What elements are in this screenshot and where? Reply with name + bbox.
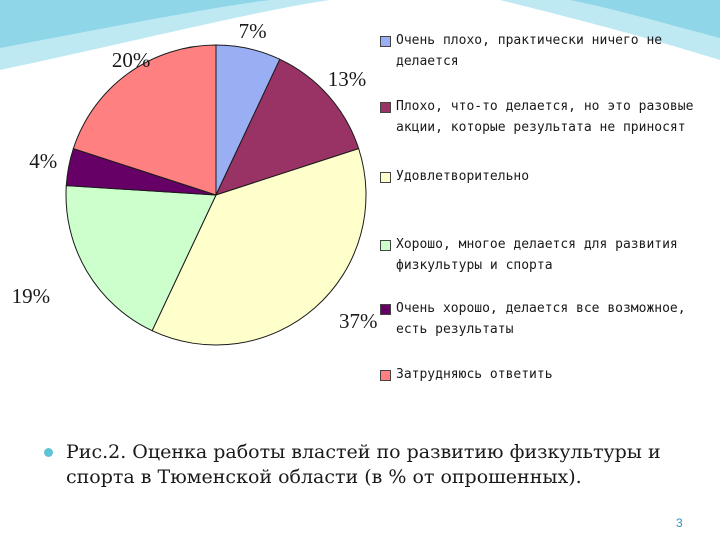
legend-label: Плохо, что-то делается, но это разовые а… xyxy=(396,99,694,135)
legend-swatch xyxy=(380,36,391,47)
legend-swatch xyxy=(380,304,391,315)
data-label-4: 19% xyxy=(11,284,51,309)
legend-label: Хорошо, многое делается для развития физ… xyxy=(396,237,678,273)
data-label-3: 37% xyxy=(339,308,378,333)
data-label-5: 4% xyxy=(29,148,58,173)
legend-swatch xyxy=(380,172,391,183)
data-label-2: 13% xyxy=(327,66,367,91)
pie-slice-2 xyxy=(215,58,360,196)
legend-label: Затрудняюсь ответить xyxy=(396,367,553,382)
legend-swatch xyxy=(380,370,391,381)
legend-swatch xyxy=(380,102,391,113)
caption-text: Рис.2. Оценка работы властей по развитию… xyxy=(66,441,661,488)
legend-label: Очень плохо, практически ничего не делае… xyxy=(396,33,663,69)
data-label-6: 20% xyxy=(111,48,151,73)
page-number: 3 xyxy=(676,516,683,530)
data-label-1: 7% xyxy=(238,18,267,43)
pie-slice-4 xyxy=(65,185,217,332)
pie-slice-3 xyxy=(151,148,367,346)
pie-slice-6 xyxy=(72,44,217,196)
caption-bullet xyxy=(44,448,53,457)
legend-label: Удовлетворительно xyxy=(396,169,530,184)
legend-swatch xyxy=(380,240,391,251)
legend-label: Очень хорошо, делается все возможное, ес… xyxy=(396,301,686,337)
